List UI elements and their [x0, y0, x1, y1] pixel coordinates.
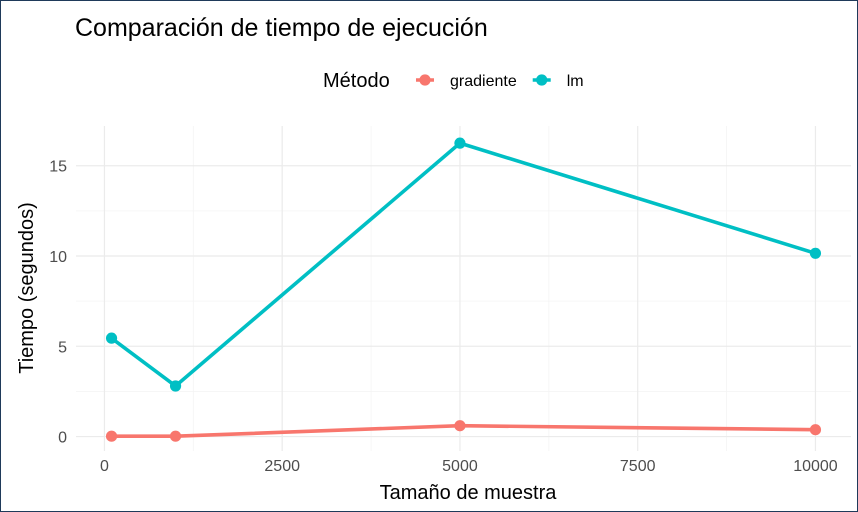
y-tick-labels: 0 5 10 15 [49, 159, 67, 447]
legend-title: Método [323, 70, 390, 92]
data-point-gradiente [105, 430, 118, 442]
series-line-lm [109, 141, 818, 388]
chart-title: Comparación de tiempo de ejecución [75, 14, 488, 42]
data-point-gradiente [454, 420, 466, 432]
legend-label-gradiente: gradiente [450, 73, 517, 90]
y-tick-label: 15 [49, 159, 67, 176]
data-point-lm [454, 137, 466, 149]
legend-key-point-gradiente [419, 74, 431, 86]
series-points [105, 137, 822, 442]
legend: Método gradiente lm [323, 70, 584, 92]
x-tick-label: 2500 [264, 458, 300, 475]
x-tick-label: 10000 [793, 458, 838, 475]
series-lines [109, 141, 818, 438]
minor-gridlines [76, 126, 851, 451]
y-tick-label: 0 [58, 430, 67, 447]
x-tick-label: 0 [100, 458, 109, 475]
major-gridlines [76, 126, 851, 451]
x-tick-label: 7500 [620, 458, 656, 475]
x-tick-label: 5000 [442, 458, 478, 475]
data-point-lm [105, 332, 118, 344]
series-line-gradiente [109, 423, 818, 438]
legend-key-point-lm [536, 74, 548, 86]
data-point-lm [169, 380, 182, 392]
x-axis-title: Tamaño de muestra [380, 482, 558, 504]
y-axis-title: Tiempo (segundos) [16, 202, 38, 374]
y-tick-label: 5 [58, 339, 67, 356]
x-tick-labels: 0 2500 5000 7500 10000 [100, 458, 838, 475]
legend-label-lm: lm [567, 73, 584, 90]
data-point-lm [809, 247, 822, 259]
data-point-gradiente [169, 430, 182, 442]
data-point-gradiente [809, 424, 822, 436]
y-tick-label: 10 [49, 249, 67, 266]
